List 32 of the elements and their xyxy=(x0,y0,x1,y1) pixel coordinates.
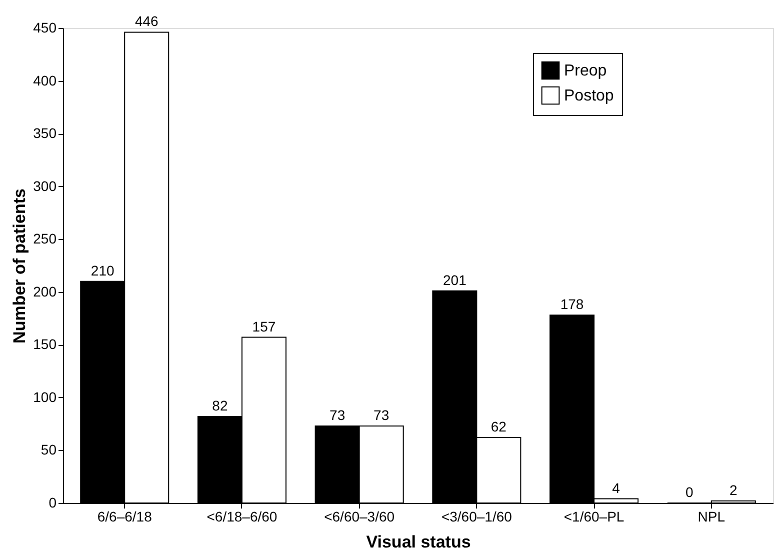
data-label: 210 xyxy=(90,262,114,278)
data-label: 82 xyxy=(212,397,228,414)
y-tick-label: 250 xyxy=(33,230,57,247)
x-axis-title: Visual status xyxy=(366,532,471,552)
y-tick-label: 300 xyxy=(33,178,57,194)
data-label: 73 xyxy=(374,406,390,423)
data-label: 2 xyxy=(729,482,738,498)
x-tick-label: <3/60–1/60 xyxy=(441,508,512,524)
data-label: 4 xyxy=(612,480,620,496)
y-tick-label: 350 xyxy=(33,125,57,142)
data-label: 178 xyxy=(560,296,584,312)
x-tick-label: <1/60–PL xyxy=(564,508,624,524)
x-tick-label: NPL xyxy=(698,508,726,524)
y-tick-label: 400 xyxy=(33,72,57,88)
legend-label: Preop xyxy=(564,62,607,80)
data-label: 446 xyxy=(134,13,159,30)
data-label: 0 xyxy=(685,484,694,500)
y-tick-label: 200 xyxy=(33,283,57,300)
data-label: 73 xyxy=(330,406,346,423)
legend-label: Postop xyxy=(564,88,614,104)
y-tick-label: 450 xyxy=(33,20,57,36)
data-label: 62 xyxy=(490,418,507,435)
data-label: 157 xyxy=(252,318,276,334)
y-tick-label: 0 xyxy=(48,494,57,510)
x-tick-label: 6/6–6/18 xyxy=(97,508,152,524)
x-tick-label: <6/18–6/60 xyxy=(206,508,278,524)
y-tick-label: 50 xyxy=(40,442,57,458)
y-tick-label: 150 xyxy=(33,336,57,352)
y-tick-label: 100 xyxy=(33,388,57,405)
y-axis-title: Number of patients xyxy=(10,188,30,344)
x-tick-label: <6/60–3/60 xyxy=(324,508,395,524)
data-label: 201 xyxy=(442,272,467,288)
